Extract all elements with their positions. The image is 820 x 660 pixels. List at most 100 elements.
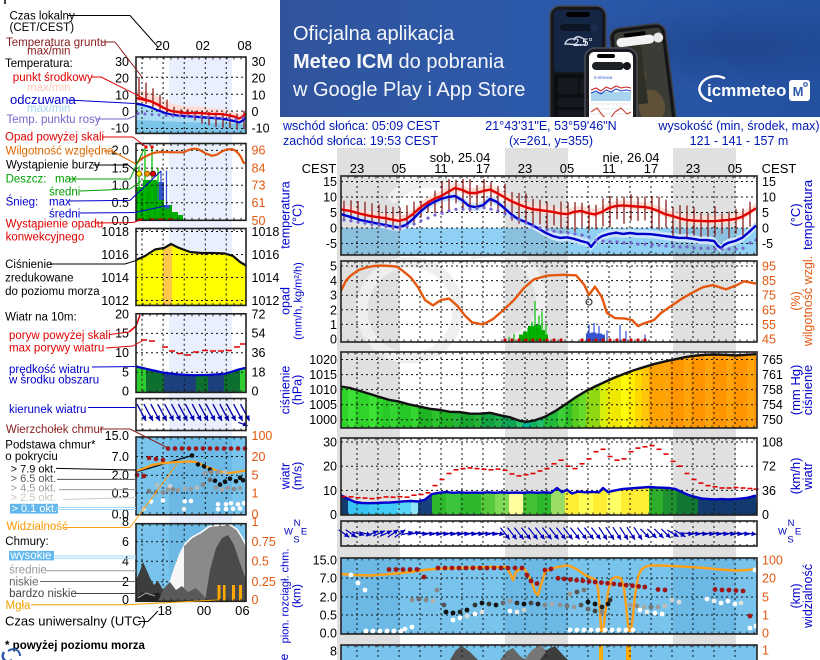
svg-text:M: M [793, 84, 804, 99]
svg-text:niskie: niskie [9, 576, 38, 588]
svg-text:Meteo ICM do pobrania: Meteo ICM do pobrania [293, 51, 505, 73]
svg-text:* powyżej poziomu morza: * powyżej poziomu morza [5, 640, 146, 652]
svg-text:10: 10 [115, 88, 129, 102]
svg-text:50: 50 [252, 214, 266, 228]
svg-text:15.0: 15.0 [313, 554, 337, 568]
svg-text:1020: 1020 [309, 353, 337, 367]
svg-text:0.25: 0.25 [252, 575, 276, 589]
svg-text:02: 02 [196, 38, 210, 53]
svg-text:-10: -10 [111, 122, 129, 136]
svg-text:wiatr: wiatr [800, 462, 815, 491]
svg-text:61: 61 [252, 196, 266, 210]
svg-text:CEST: CEST [302, 161, 337, 176]
svg-text:20: 20 [762, 572, 776, 586]
svg-text:Deszcz:: Deszcz: [6, 174, 47, 186]
svg-text:73: 73 [252, 179, 266, 193]
svg-text:Ciśnienie: Ciśnienie [5, 259, 52, 271]
svg-text:(°C): (°C) [788, 203, 803, 226]
svg-text:765: 765 [762, 353, 783, 367]
svg-text:widzialność: widzialność [801, 564, 815, 629]
svg-text:758: 758 [762, 383, 783, 397]
svg-text:(CET/CEST): (CET/CEST) [10, 22, 75, 34]
svg-text:7.0: 7.0 [112, 450, 129, 464]
svg-text:2.0: 2.0 [112, 144, 129, 158]
svg-text:750: 750 [762, 413, 783, 427]
svg-text:ciśnienie: ciśnienie [800, 365, 815, 416]
svg-text:05: 05 [392, 161, 406, 176]
svg-text:wiatr: wiatr [279, 463, 293, 490]
svg-text:18: 18 [252, 366, 266, 380]
svg-text:5: 5 [762, 206, 769, 220]
svg-text:23: 23 [350, 161, 364, 176]
svg-text:20: 20 [252, 72, 266, 86]
svg-text:1000: 1000 [309, 413, 337, 427]
svg-text:05: 05 [560, 161, 574, 176]
svg-text:średni: średni [49, 187, 80, 199]
svg-text:Temperatura:: Temperatura: [5, 58, 73, 70]
svg-text:1: 1 [762, 644, 769, 658]
svg-text:N: N [788, 518, 795, 529]
svg-text:10: 10 [252, 88, 266, 102]
svg-text:5: 5 [762, 591, 769, 605]
svg-text:-10: -10 [252, 122, 270, 136]
svg-text:> 6.5 okt.: > 6.5 okt. [11, 473, 57, 485]
svg-text:20: 20 [252, 450, 266, 464]
svg-text:1010: 1010 [309, 383, 337, 397]
svg-text:temperatura: temperatura [279, 181, 293, 248]
svg-text:max: max [55, 174, 77, 186]
svg-text:06: 06 [235, 603, 249, 618]
svg-text:0.75: 0.75 [252, 535, 276, 549]
svg-text:20: 20 [115, 72, 129, 86]
svg-text:wschód słońca: 05:09 CEST: wschód słońca: 05:09 CEST [282, 119, 440, 133]
svg-text:2.5°: 2.5° [573, 37, 593, 49]
svg-text:Mgła: Mgła [6, 600, 32, 612]
svg-text:max: max [49, 197, 71, 209]
svg-text:72: 72 [252, 308, 266, 322]
svg-text:0: 0 [252, 507, 259, 521]
svg-text:100: 100 [252, 429, 273, 443]
svg-text:1: 1 [330, 318, 337, 332]
svg-text:1012: 1012 [252, 294, 280, 308]
svg-text:2.0: 2.0 [320, 591, 337, 605]
svg-text:10: 10 [762, 191, 776, 205]
svg-text:15.0: 15.0 [105, 429, 129, 443]
svg-text:20: 20 [115, 308, 129, 322]
svg-text:6: 6 [122, 535, 129, 549]
svg-text:pion. rozciągł. chm.: pion. rozciągł. chm. [280, 549, 292, 644]
svg-text:Temp. punktu rosy: Temp. punktu rosy [7, 114, 101, 126]
svg-text:5: 5 [252, 469, 259, 483]
svg-text:36: 36 [762, 484, 776, 498]
svg-text:Wystąpienie burzy: Wystąpienie burzy [6, 160, 100, 172]
svg-text:10: 10 [323, 484, 337, 498]
svg-text:wilgotność wzgl.: wilgotność wzgl. [801, 256, 815, 347]
svg-text:23: 23 [686, 161, 700, 176]
svg-text:W: W [284, 527, 293, 538]
svg-text:10: 10 [323, 191, 337, 205]
svg-text:18: 18 [158, 603, 172, 618]
svg-text:0: 0 [122, 105, 129, 119]
svg-text:20: 20 [155, 38, 169, 53]
svg-text:(°C): (°C) [291, 204, 305, 226]
svg-text:(km): (km) [789, 584, 803, 609]
svg-text:54: 54 [252, 327, 266, 341]
svg-text:wysokie: wysokie [10, 550, 52, 562]
svg-text:opad: opad [279, 287, 293, 315]
svg-text:0: 0 [330, 333, 337, 347]
svg-text:1005: 1005 [309, 398, 337, 412]
svg-text:(km): (km) [290, 584, 304, 608]
svg-text:średnie: średnie [9, 564, 47, 576]
svg-text:23: 23 [518, 161, 532, 176]
svg-text:4: 4 [330, 274, 337, 288]
svg-text:punkt środkowy: punkt środkowy [13, 72, 93, 84]
svg-text:E: E [301, 527, 307, 538]
svg-text:75: 75 [762, 289, 776, 303]
svg-text:(m/s): (m/s) [291, 462, 305, 490]
svg-text:Czas uniwersalny (UTC): Czas uniwersalny (UTC) [5, 613, 146, 628]
svg-text:85: 85 [762, 274, 776, 288]
svg-text:wysokość (min, środek, max): wysokość (min, środek, max) [657, 119, 819, 133]
svg-text:odczuwana: odczuwana [10, 92, 77, 107]
svg-text:poryw powyżej skali: poryw powyżej skali [9, 330, 111, 342]
svg-text:-5: -5 [762, 237, 773, 251]
svg-text:36: 36 [252, 346, 266, 360]
svg-text:5-dniowa: 5-dniowa [594, 75, 613, 80]
